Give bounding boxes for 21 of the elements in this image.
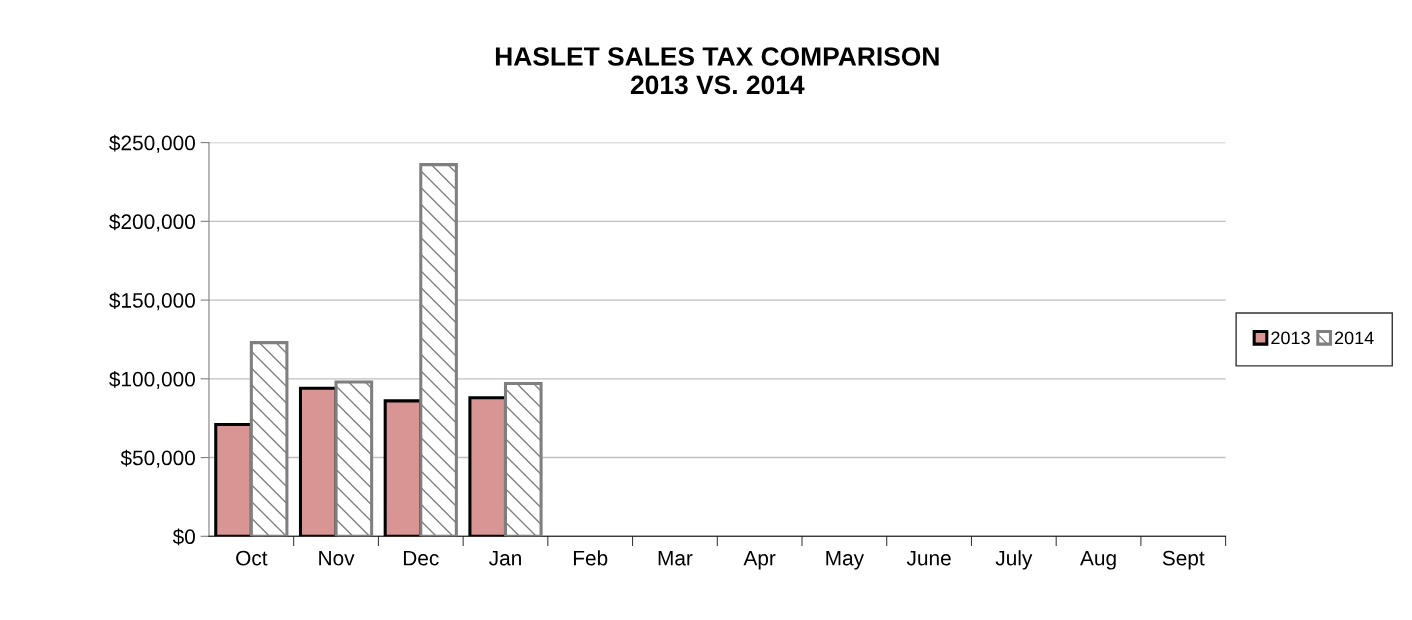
- x-tick-label: Jan: [489, 550, 521, 566]
- x-tick-label: May: [826, 550, 865, 570]
- y-tick-label: $150,000: [109, 292, 195, 311]
- legend-label: 2013: [1271, 331, 1310, 345]
- y-tick-label: $0: [172, 528, 195, 546]
- x-tick-label: Aug: [1080, 550, 1116, 570]
- legend-label: 2014: [1334, 331, 1374, 345]
- x-tick-label: Mar: [658, 550, 693, 566]
- x-tick-label: Feb: [573, 550, 608, 566]
- y-tick-label: $200,000: [109, 213, 195, 232]
- x-tick-label: Sept: [1162, 550, 1205, 570]
- y-tick-label: $250,000: [109, 134, 195, 153]
- x-tick-label: Nov: [319, 550, 355, 566]
- x-tick-label: July: [995, 550, 1033, 570]
- chart-title: HASLET SALES TAX COMPARISON 2013 VS. 2014: [495, 47, 939, 95]
- x-tick-label: Apr: [743, 550, 776, 570]
- x-tick-label: Dec: [403, 550, 439, 566]
- x-tick-label: June: [906, 550, 951, 566]
- y-tick-label: $100,000: [109, 370, 195, 390]
- x-tick-label: Oct: [236, 550, 268, 566]
- y-tick-label: $50,000: [120, 449, 195, 468]
